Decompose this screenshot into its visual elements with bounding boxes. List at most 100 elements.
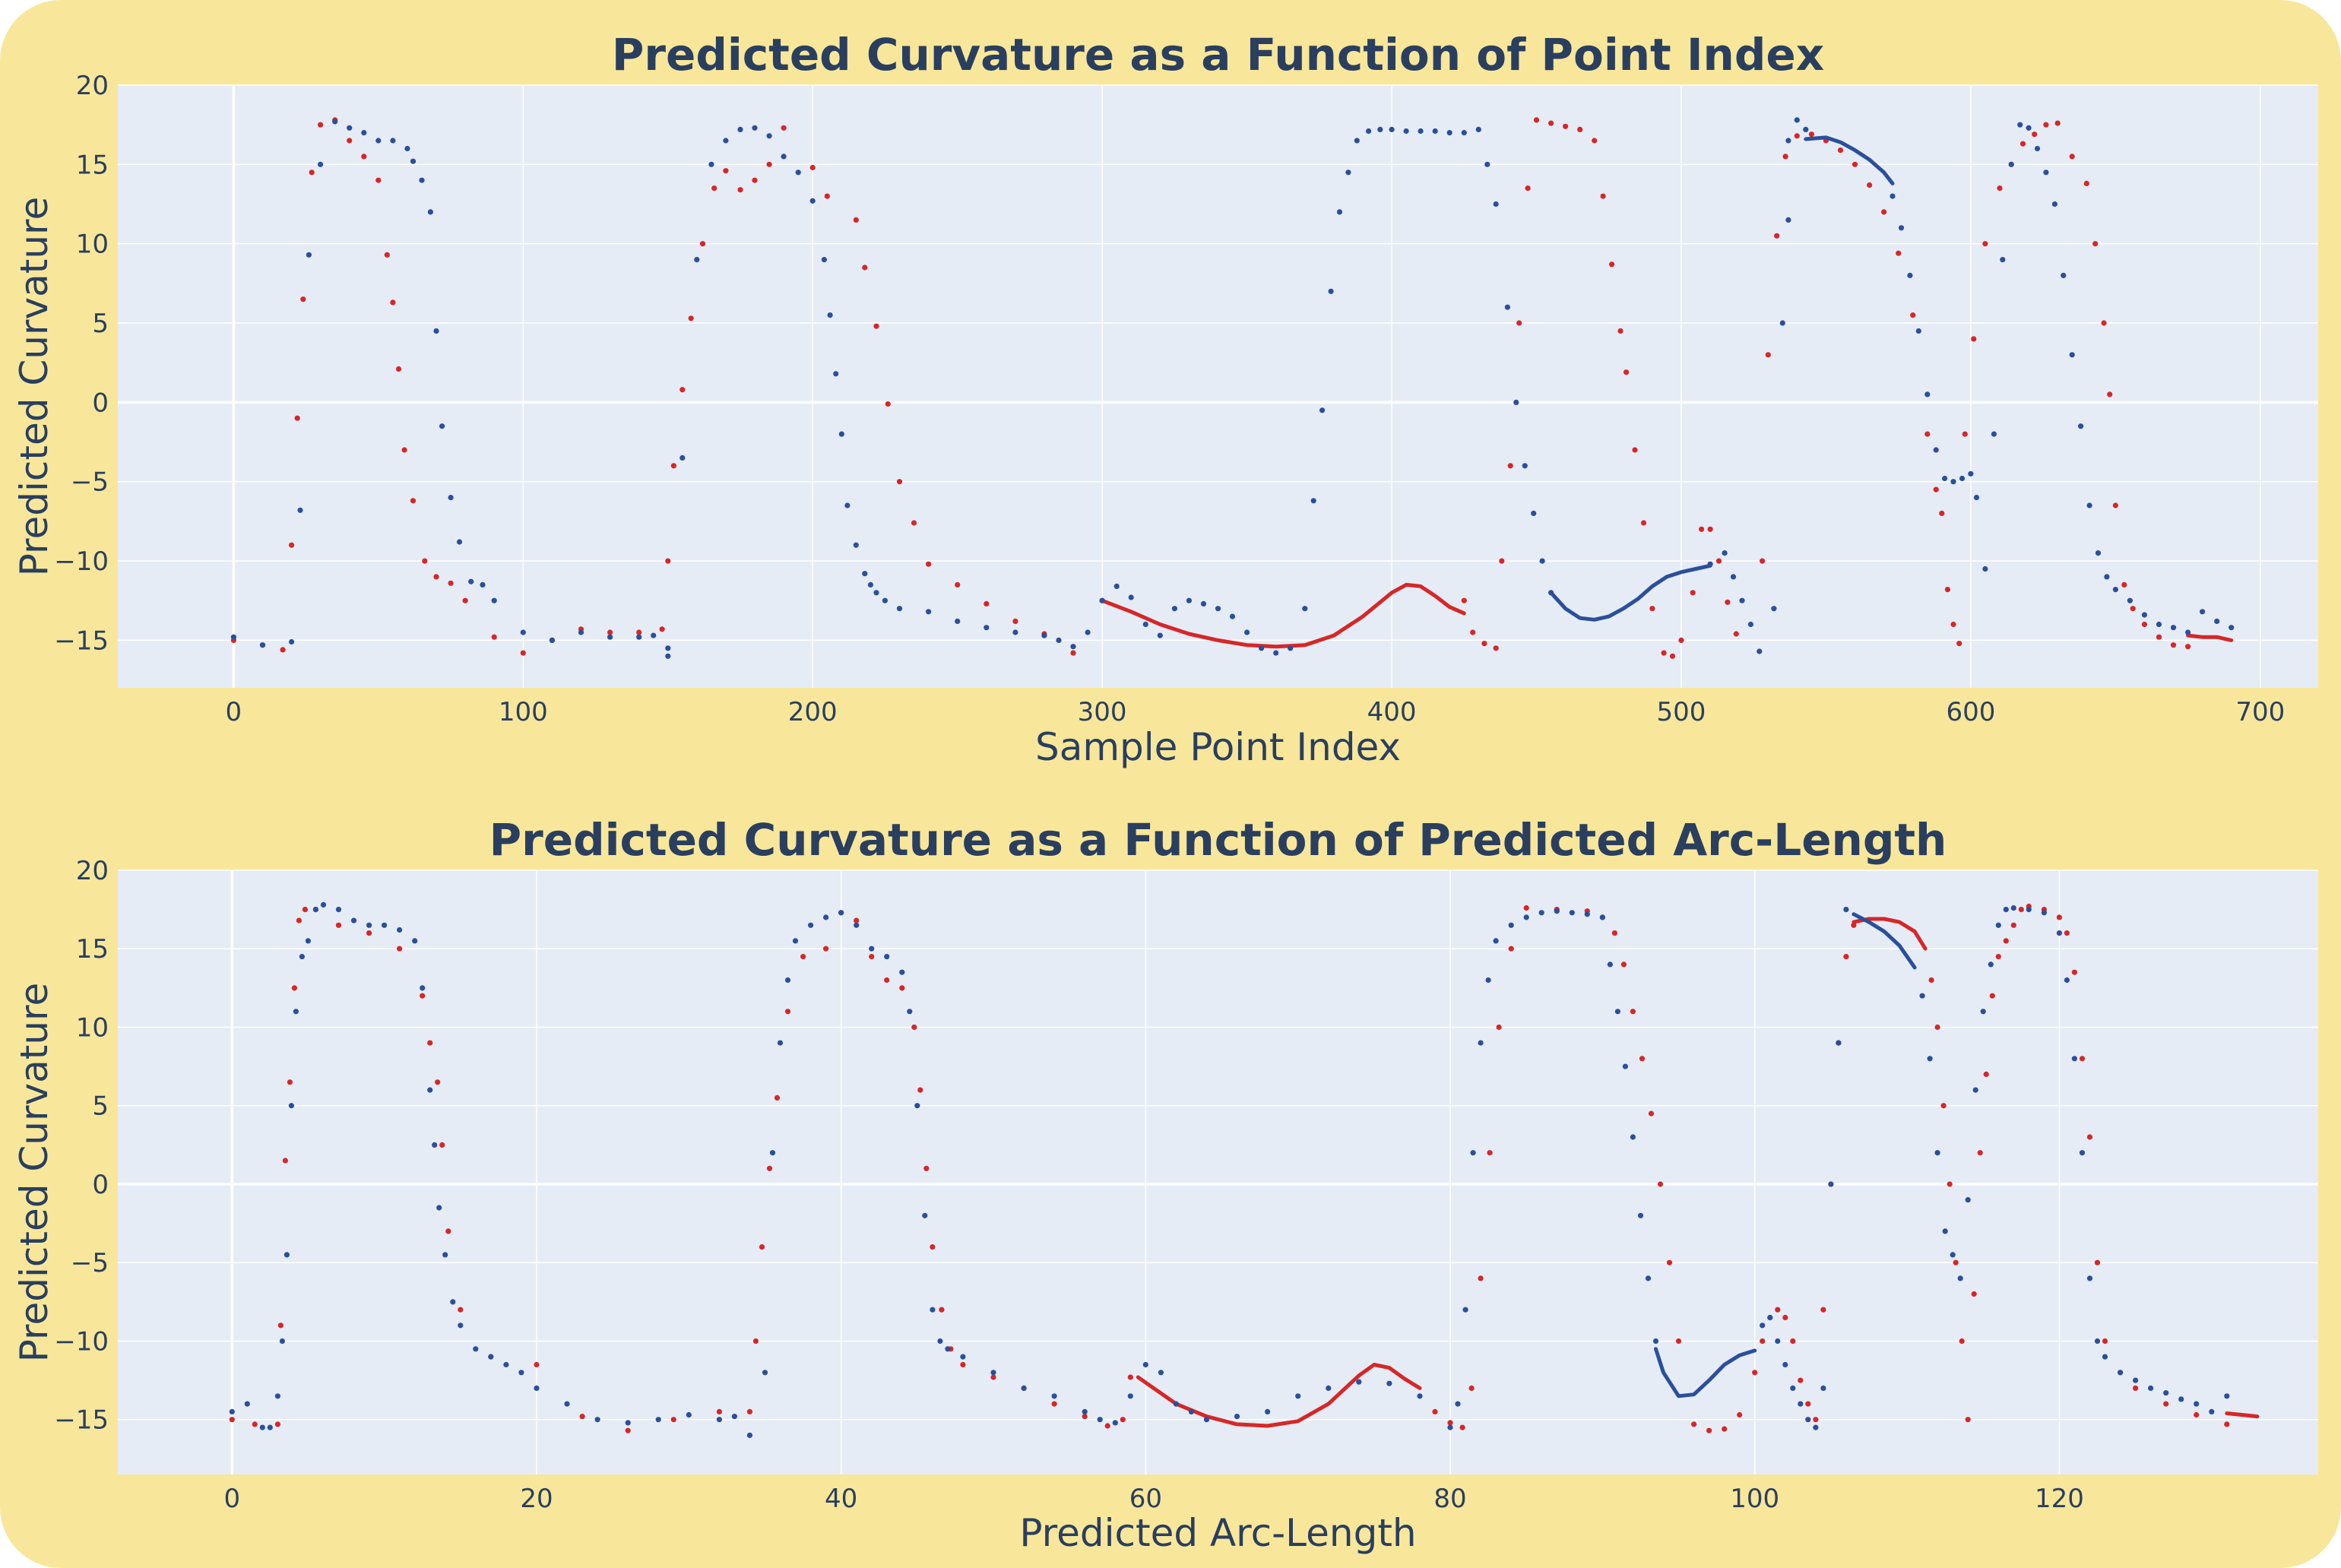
data-point (1614, 1009, 1620, 1015)
data-point (1548, 120, 1554, 126)
data-point (2102, 1354, 2108, 1360)
data-point (473, 1346, 479, 1352)
data-point (2170, 642, 2177, 648)
y-tick-label: −10 (54, 546, 109, 577)
data-point (1012, 629, 1018, 635)
data-point (448, 580, 454, 586)
data-point (2010, 905, 2016, 911)
y-tick-label: 5 (92, 309, 109, 339)
data-point (347, 138, 353, 144)
data-point (2133, 1377, 2139, 1383)
data-point (1940, 1103, 1947, 1109)
data-point (335, 922, 342, 928)
data-point (427, 1087, 433, 1093)
data-point (854, 922, 860, 928)
data-point (823, 914, 829, 920)
series-blue (1890, 122, 2235, 635)
data-point (1965, 1417, 1971, 1423)
series-blue (1455, 908, 1659, 1407)
data-point (1649, 606, 1655, 612)
data-point (320, 901, 327, 908)
data-point (1965, 1197, 1971, 1203)
data-point (456, 539, 463, 545)
data-point (1630, 1134, 1636, 1140)
data-point (1715, 558, 1722, 564)
data-point (1478, 1275, 1484, 1281)
data-point (939, 1307, 945, 1313)
y-tick-label: 20 (76, 71, 109, 101)
data-point (1188, 1408, 1194, 1414)
data-point (708, 161, 714, 167)
data-point (1639, 1056, 1646, 1062)
data-point (809, 164, 816, 171)
data-point (1699, 526, 1705, 532)
data-point (659, 626, 665, 632)
data-point (2000, 257, 2006, 263)
data-point (480, 581, 486, 588)
chart-title: Predicted Curvature as a Function of Pre… (489, 814, 1947, 866)
data-point (2054, 120, 2061, 126)
data-point (1310, 498, 1316, 504)
data-point (1928, 977, 1934, 984)
data-point (397, 927, 403, 933)
data-point (1507, 463, 1513, 469)
data-point (1934, 1150, 1940, 1156)
data-point (1142, 621, 1148, 628)
data-point (1577, 126, 1583, 132)
data-point (746, 1432, 753, 1438)
data-point (491, 634, 497, 640)
data-point (279, 1338, 285, 1345)
data-point (792, 938, 799, 944)
data-point (229, 1417, 235, 1423)
series-red (1136, 1363, 1422, 1428)
data-point (2141, 621, 2147, 628)
data-point (679, 455, 686, 461)
data-point (2170, 625, 2177, 631)
data-point (827, 312, 833, 318)
data-point (1950, 479, 1956, 485)
data-point (1171, 606, 1177, 612)
data-point (287, 1079, 293, 1085)
data-point (1447, 1424, 1453, 1430)
data-point (752, 1338, 759, 1345)
data-point (1475, 126, 1481, 132)
data-point (1989, 993, 1995, 999)
data-point (1733, 631, 1739, 637)
x-tick-label: 100 (499, 697, 548, 727)
data-point (1377, 126, 1383, 132)
data-point (1983, 1071, 1989, 1077)
data-point (945, 1346, 951, 1352)
data-point (427, 209, 434, 215)
data-point (299, 954, 305, 960)
data-point (907, 1009, 913, 1015)
data-point (800, 954, 806, 960)
data-point (432, 1142, 438, 1148)
data-point (1775, 1307, 1781, 1313)
data-point (984, 600, 990, 607)
data-point (1757, 648, 1763, 654)
x-tick-label: 600 (1946, 697, 1995, 727)
data-point (1142, 1361, 1148, 1368)
data-point (397, 946, 403, 952)
data-point (277, 1323, 284, 1329)
series-line (1100, 582, 1466, 649)
data-point (1730, 574, 1737, 580)
data-point (350, 917, 357, 923)
data-point (1722, 550, 1728, 556)
data-point (911, 1024, 917, 1031)
data-point (1982, 241, 1988, 247)
data-point (1995, 922, 2001, 928)
data-point (1468, 1385, 1475, 1391)
data-point (439, 423, 445, 429)
series-blue (1302, 126, 1554, 612)
data-point (960, 1354, 966, 1360)
data-point (1933, 447, 1939, 453)
data-point (488, 1354, 494, 1360)
data-point (2092, 241, 2099, 247)
data-point (1640, 520, 1647, 526)
data-point (853, 542, 859, 548)
data-point (923, 1165, 930, 1171)
data-point (731, 1414, 738, 1420)
data-point (1478, 1040, 1484, 1046)
series-blue (1654, 1347, 1757, 1399)
